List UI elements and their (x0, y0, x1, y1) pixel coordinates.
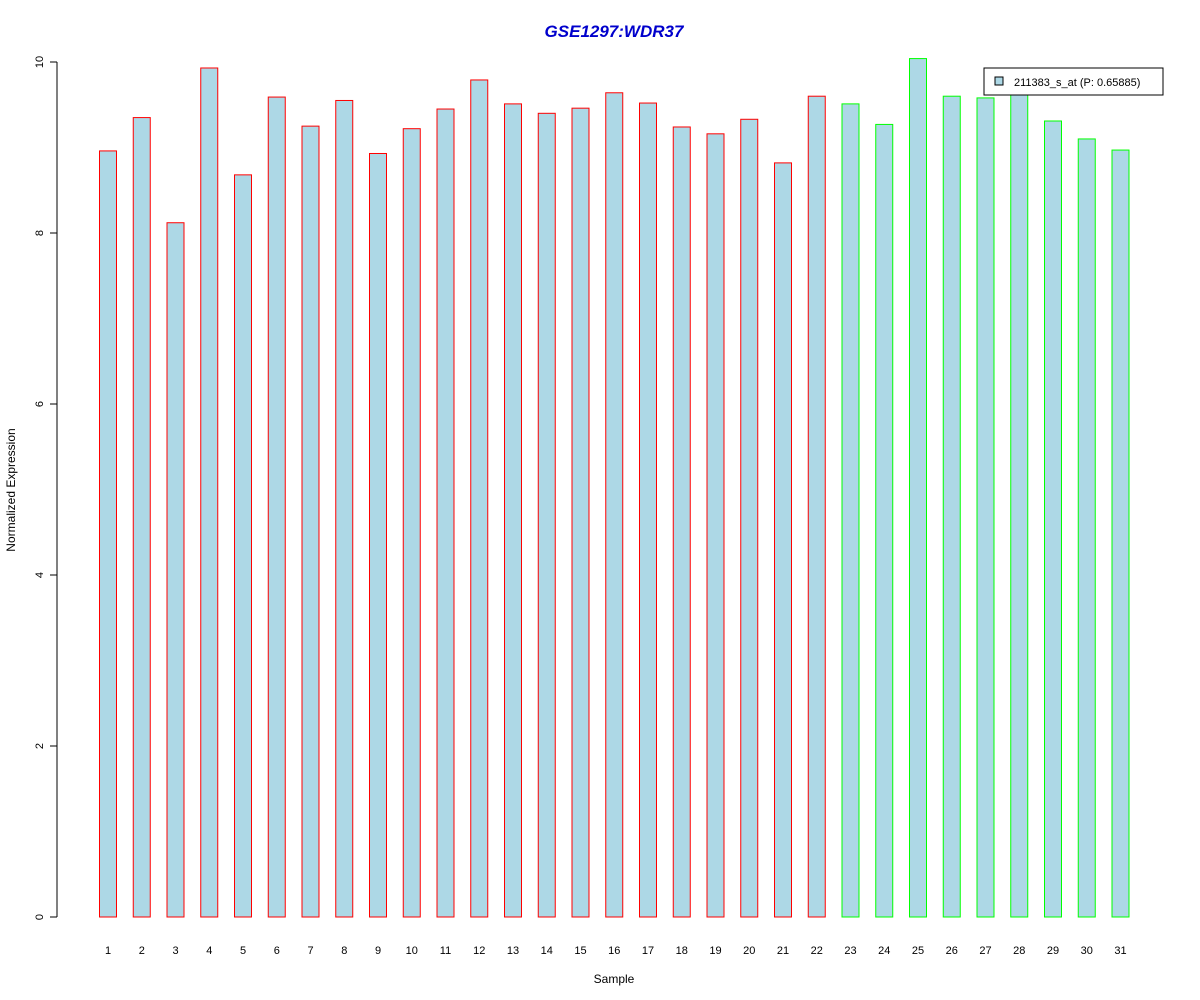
bar-sample-14 (538, 113, 555, 917)
legend-label: 211383_s_at (P: 0.65885) (1014, 77, 1140, 89)
bar-sample-7 (302, 126, 319, 917)
bar-sample-12 (471, 80, 488, 917)
bar-sample-22 (808, 96, 825, 917)
bar-sample-25 (910, 59, 927, 917)
x-tick-label: 16 (608, 945, 620, 957)
x-tick-label: 30 (1081, 945, 1093, 957)
bar-sample-31 (1112, 150, 1129, 917)
x-tick-label: 2 (139, 945, 145, 957)
y-axis-label: Normalized Expression (4, 428, 18, 551)
y-tick-label: 8 (34, 230, 46, 236)
x-tick-label: 23 (844, 945, 856, 957)
x-tick-label: 21 (777, 945, 789, 957)
bar-sample-20 (741, 119, 758, 917)
bar-sample-21 (775, 163, 792, 917)
legend-swatch (995, 77, 1003, 85)
x-tick-label: 28 (1013, 945, 1025, 957)
chart-title: GSE1297:WDR37 (545, 22, 685, 41)
bar-sample-6 (268, 97, 285, 917)
bar-sample-16 (606, 93, 623, 917)
y-tick-label: 6 (34, 401, 46, 407)
bar-sample-26 (943, 96, 960, 917)
x-tick-label: 27 (979, 945, 991, 957)
x-tick-label: 7 (307, 945, 313, 957)
x-tick-label: 26 (946, 945, 958, 957)
bar-sample-10 (403, 129, 420, 917)
x-tick-label: 29 (1047, 945, 1059, 957)
x-tick-label: 14 (541, 945, 553, 957)
bar-sample-19 (707, 134, 724, 917)
x-tick-label: 13 (507, 945, 519, 957)
x-tick-label: 25 (912, 945, 924, 957)
y-tick-label: 10 (34, 56, 46, 68)
x-tick-label: 12 (473, 945, 485, 957)
y-tick-label: 2 (34, 743, 46, 749)
bar-sample-3 (167, 223, 184, 917)
x-tick-label: 24 (878, 945, 890, 957)
x-tick-label: 8 (341, 945, 347, 957)
x-tick-labels: 1 2 3 4 5 6 7 8 9 10 11 12 13 14 15 16 17 18 19 20 21 22 23 24 2… (105, 945, 1127, 957)
legend: 211383_s_at (P: 0.65885) (984, 68, 1163, 95)
x-tick-label: 1 (105, 945, 111, 957)
x-tick-label: 18 (676, 945, 688, 957)
bar-sample-4 (201, 68, 218, 917)
bar-sample-2 (133, 118, 150, 917)
bar-sample-29 (1045, 121, 1062, 917)
bar-sample-8 (336, 100, 353, 917)
y-tick-label: 0 (34, 914, 46, 920)
x-tick-label: 22 (811, 945, 823, 957)
y-tick-label: 4 (34, 572, 46, 578)
bar-sample-18 (673, 127, 690, 917)
bar-sample-5 (235, 175, 252, 917)
x-tick-label: 4 (206, 945, 212, 957)
x-tick-label: 15 (574, 945, 586, 957)
x-tick-label: 3 (172, 945, 178, 957)
x-tick-label: 6 (274, 945, 280, 957)
bar-sample-23 (842, 104, 859, 917)
bar-sample-1 (100, 151, 117, 917)
x-tick-label: 31 (1114, 945, 1126, 957)
x-tick-label: 20 (743, 945, 755, 957)
x-axis-label: Sample (594, 972, 635, 986)
y-axis: 0 2 4 6 8 10 (34, 56, 57, 920)
bar-sample-17 (640, 103, 657, 917)
bars (100, 59, 1130, 917)
bar-sample-11 (437, 109, 454, 917)
bar-sample-30 (1078, 139, 1095, 917)
x-tick-label: 9 (375, 945, 381, 957)
x-tick-label: 11 (440, 945, 451, 957)
x-tick-label: 10 (406, 945, 418, 957)
bar-sample-13 (505, 104, 522, 917)
bar-sample-28 (1011, 91, 1028, 917)
bar-sample-24 (876, 124, 893, 917)
x-tick-label: 19 (709, 945, 721, 957)
bar-sample-15 (572, 108, 589, 917)
bar-sample-27 (977, 98, 994, 917)
x-tick-label: 5 (240, 945, 246, 957)
x-tick-label: 17 (642, 945, 654, 957)
bar-sample-9 (370, 153, 387, 917)
